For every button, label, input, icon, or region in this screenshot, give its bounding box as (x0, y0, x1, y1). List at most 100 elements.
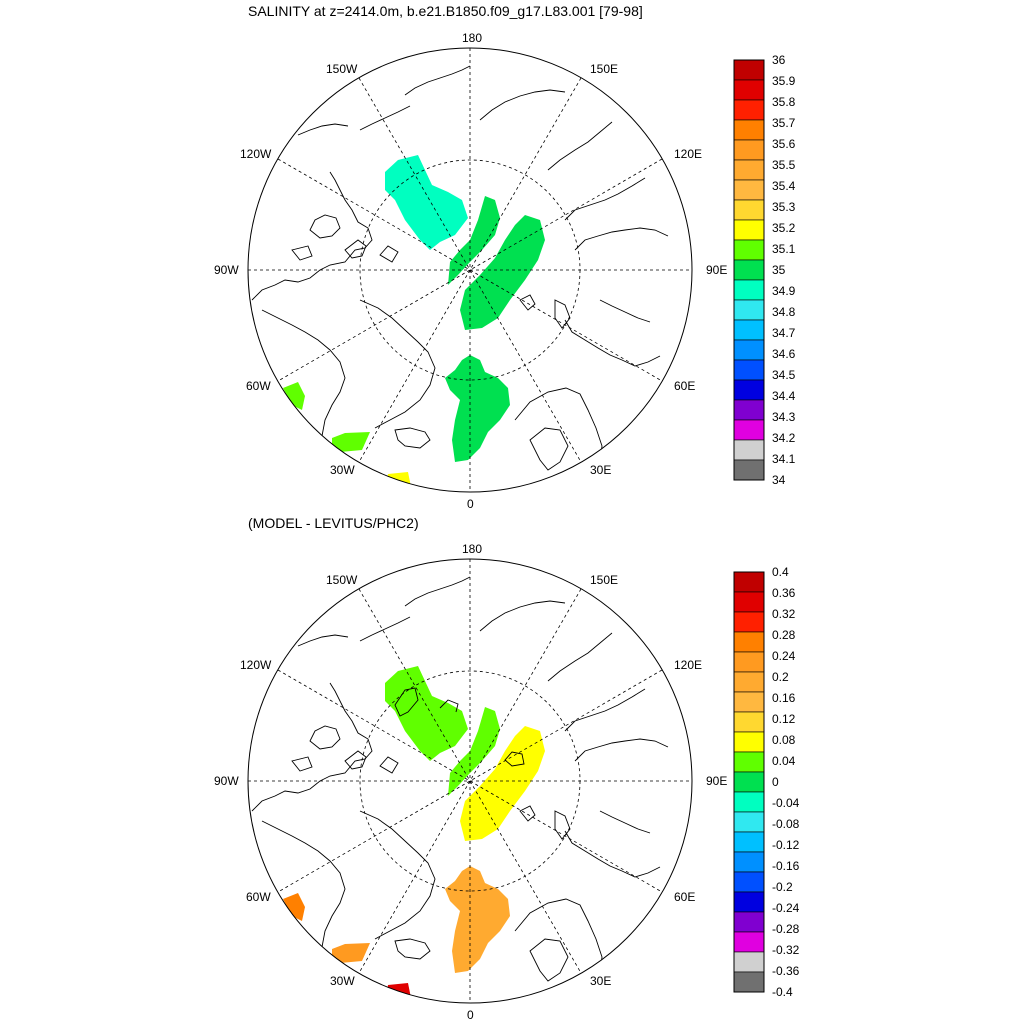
meridian-label: 30W (330, 974, 355, 988)
colorbar-swatch (733, 239, 765, 261)
lomonosov-ridge-patch (448, 196, 500, 285)
colorbar-swatch (733, 911, 765, 933)
colorbar-swatch (733, 339, 765, 361)
meridian-label: 30E (590, 463, 611, 477)
meridian-label: 150E (590, 573, 618, 587)
colorbar-tick-label: 0.36 (772, 586, 796, 600)
meridian-label: 180 (462, 31, 482, 45)
colorbar-tick-label: -0.32 (772, 943, 800, 957)
polar-map: 180 150E 120E 90E 60E 30E 0 30W 60W 90W … (214, 542, 727, 1022)
colorbar-swatch (733, 591, 765, 613)
colorbar-swatch (733, 791, 765, 813)
colorbar-tick-label: -0.24 (772, 901, 800, 915)
colorbar-tick-label: 0.24 (772, 649, 796, 663)
colorbar-swatch (733, 831, 765, 853)
colorbar-tick-label: -0.28 (772, 922, 800, 936)
polar-map: 180 150E 120E 90E 60E 30E 0 30W 60W 90W … (214, 31, 727, 511)
colorbar-tick-label: -0.04 (772, 796, 800, 810)
salinity-panel: SALINITY at z=2414.0m, b.e21.B1850.f09_g… (214, 3, 796, 511)
beaufort-patch (385, 155, 468, 250)
colorbar-swatch (733, 79, 765, 101)
colorbar-swatch (733, 139, 765, 161)
meridian-label: 60E (674, 890, 695, 904)
colorbar-swatch (733, 59, 765, 81)
meridian-label: 90W (214, 263, 239, 277)
colorbar-tick-label: 0.28 (772, 628, 796, 642)
colorbar-frame (733, 59, 765, 481)
colorbar-tick-label: 35.3 (772, 200, 796, 214)
colorbar-tick-label: 35.5 (772, 158, 796, 172)
colorbar-tick-label: 34.8 (772, 305, 796, 319)
meridian-label: 120W (240, 147, 272, 161)
eurasian-basin-patch (460, 726, 545, 841)
colorbar-tick-label: 35.2 (772, 221, 796, 235)
difference-panel: (MODEL - LEVITUS/PHC2) (214, 515, 800, 1022)
meridian-label: 120E (674, 147, 702, 161)
colorbar-tick-label: 34.6 (772, 347, 796, 361)
colorbar-swatch (733, 119, 765, 141)
colorbar-tick-label: 0.4 (772, 565, 789, 579)
map-rim (247, 558, 693, 1004)
nordic-seas-patch (445, 355, 510, 462)
colorbar-swatch (733, 279, 765, 301)
colorbar-tick-label: 35.4 (772, 179, 796, 193)
colorbar-swatch (733, 419, 765, 441)
colorbar-swatch (733, 951, 765, 973)
colorbar-swatch (733, 731, 765, 753)
beaufort-patch (385, 666, 468, 761)
colorbar-swatch (733, 771, 765, 793)
north-atlantic-patch (385, 472, 412, 492)
panel-title: SALINITY at z=2414.0m, b.e21.B1850.f09_g… (248, 3, 643, 19)
meridian-label: 0 (467, 497, 474, 511)
colorbar-swatch (733, 691, 765, 713)
lomonosov-ridge-patch (448, 707, 500, 796)
colorbar-swatch (733, 851, 765, 873)
colorbar-swatch (733, 459, 765, 481)
colorbar-tick-label: 35.7 (772, 116, 796, 130)
colorbar-tick-label: 35.8 (772, 95, 796, 109)
eurasian-basin-patch (460, 215, 545, 330)
colorbar-swatch (733, 179, 765, 201)
colorbar-swatch (733, 751, 765, 773)
colorbar-tick-label: 35.6 (772, 137, 796, 151)
colorbar-swatch (733, 631, 765, 653)
colorbar: 36 35.9 35.8 35.7 35.6 35.5 35.4 35.3 35.2 35.1 35… (733, 53, 796, 487)
colorbar-tick-label: 36 (772, 53, 786, 67)
irminger-patch (332, 943, 370, 963)
colorbar-swatch (733, 891, 765, 913)
meridian-label: 60W (246, 890, 271, 904)
meridian-label: 120W (240, 658, 272, 672)
labrador-patch (283, 382, 305, 410)
colorbar-swatch (733, 439, 765, 461)
irminger-patch (332, 432, 370, 452)
panel-title: (MODEL - LEVITUS/PHC2) (248, 515, 419, 531)
contour-line (394, 687, 419, 717)
colorbar-tick-label: 34 (772, 473, 786, 487)
colorbar-swatch (733, 299, 765, 321)
colorbar-swatch (733, 931, 765, 953)
meridian-label: 90E (706, 774, 727, 788)
colorbar-swatch (733, 199, 765, 221)
colorbar-swatch (733, 671, 765, 693)
colorbar-swatch (733, 871, 765, 893)
colorbar-tick-label: 0.2 (772, 670, 789, 684)
map-rim (247, 47, 693, 493)
meridian-label: 60E (674, 379, 695, 393)
graticule (248, 48, 692, 492)
colorbar-tick-label: 0.12 (772, 712, 796, 726)
colorbar-swatch (733, 399, 765, 421)
colorbar-tick-label: -0.36 (772, 964, 800, 978)
meridian-label: 60W (246, 379, 271, 393)
colorbar-swatch (733, 219, 765, 241)
colorbar-swatch (733, 319, 765, 341)
colorbar-tick-label: -0.08 (772, 817, 800, 831)
colorbar-swatch (733, 99, 765, 121)
colorbar-tick-label: 0.08 (772, 733, 796, 747)
colorbar-swatch (733, 971, 765, 993)
colorbar-tick-label: 0.32 (772, 607, 796, 621)
colorbar-tick-label: 34.3 (772, 410, 796, 424)
colorbar-tick-label: 0.16 (772, 691, 796, 705)
meridian-label: 150W (326, 62, 358, 76)
colorbar-tick-label: 35.1 (772, 242, 796, 256)
